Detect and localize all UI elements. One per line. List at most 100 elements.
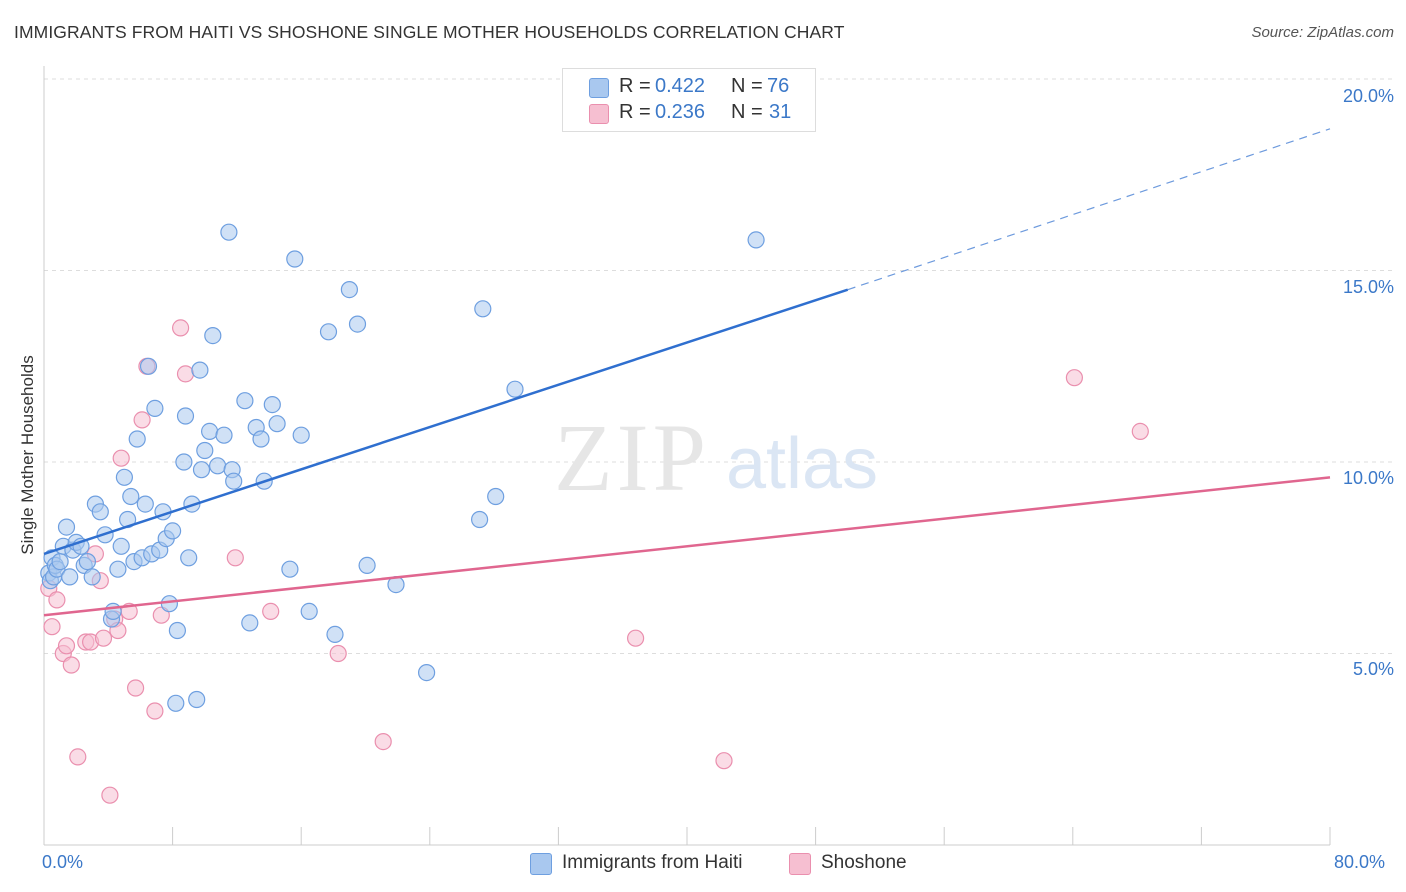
shoshone-point: [62, 656, 80, 674]
haiti-point: [471, 510, 489, 529]
shoshone-point: [94, 629, 113, 647]
legend-item-haiti: Immigrants from Haiti: [530, 850, 770, 878]
haiti-point: [146, 399, 164, 417]
haiti-point: [209, 457, 227, 475]
shoshone-trend-line: [43, 476, 1331, 617]
shoshone-point: [329, 644, 347, 663]
shoshone-point: [226, 549, 244, 567]
haiti-swatch: [589, 78, 609, 98]
chart-title: IMMIGRANTS FROM HAITI VS SHOSHONE SINGLE…: [14, 22, 845, 42]
haiti-point: [348, 315, 367, 333]
y-tick-5: 5.0%: [1352, 659, 1394, 679]
haiti-point: [300, 602, 318, 621]
haiti-point: [326, 625, 344, 644]
haiti-point: [109, 560, 127, 578]
haiti-point: [61, 568, 79, 586]
y-tick-15: 15.0%: [1342, 277, 1394, 297]
watermark-atlas: atlas: [726, 424, 878, 504]
haiti-point: [292, 426, 310, 444]
haiti-point: [286, 250, 304, 268]
shoshone-n-value: 31: [769, 101, 792, 123]
haiti-point: [167, 694, 185, 712]
haiti-point: [236, 392, 254, 410]
shoshone-legend-label: Shoshone: [821, 852, 907, 873]
shoshone-n-label: N =: [731, 101, 763, 123]
haiti-point: [319, 323, 338, 341]
haiti-point: [51, 552, 69, 571]
haiti-point: [196, 441, 214, 460]
shoshone-point: [43, 618, 61, 636]
haiti-point: [104, 602, 122, 621]
x-tick-min: 0.0%: [42, 852, 84, 872]
y-tick-10: 10.0%: [1342, 468, 1394, 488]
haiti-point: [474, 300, 492, 318]
haiti-point: [139, 357, 158, 375]
haiti-point: [192, 461, 211, 479]
haiti-legend-label: Immigrants from Haiti: [562, 852, 743, 873]
haiti-point: [164, 522, 182, 540]
haiti-point: [128, 430, 146, 448]
shoshone-swatch: [589, 104, 609, 124]
shoshone-point: [176, 365, 195, 383]
shoshone-point: [69, 748, 87, 766]
shoshone-point: [48, 591, 66, 609]
haiti-point: [281, 560, 299, 578]
haiti-point: [83, 568, 101, 586]
correlation-legend: R = 0.422 N = 76 R = 0.236 N = 31: [562, 68, 816, 132]
haiti-point: [168, 621, 186, 640]
haiti-point: [487, 487, 505, 506]
source-label: Source: ZipAtlas.com: [1251, 24, 1394, 41]
haiti-point: [115, 468, 134, 486]
haiti-point: [252, 430, 270, 448]
x-tick-max: 80.0%: [1334, 852, 1386, 872]
haiti-point: [176, 407, 195, 425]
haiti-point: [340, 281, 358, 299]
watermark-zip: ZIP: [554, 404, 710, 511]
haiti-point: [358, 556, 376, 575]
haiti-r-value: 0.422: [655, 75, 706, 97]
haiti-point: [57, 518, 76, 536]
shoshone-r-label: R =: [619, 101, 651, 123]
haiti-point: [112, 537, 130, 555]
haiti-r-label: R =: [619, 75, 651, 97]
shoshone-point: [127, 679, 145, 697]
shoshone-point: [172, 319, 190, 337]
shoshone-point: [715, 752, 733, 770]
haiti-point: [188, 690, 206, 709]
haiti-trend-line: [43, 288, 849, 556]
haiti-point: [180, 549, 198, 567]
haiti-points: [40, 223, 765, 712]
haiti-point: [241, 614, 259, 632]
haiti-trend-extension: [847, 128, 1331, 291]
shoshone-point: [374, 732, 392, 751]
shoshone-point: [1065, 369, 1084, 387]
shoshone-point: [262, 602, 280, 621]
haiti-n-label: N =: [731, 75, 763, 97]
haiti-point: [506, 380, 524, 398]
haiti-legend-swatch: [530, 853, 552, 875]
haiti-n-value: 76: [767, 75, 790, 97]
haiti-point: [215, 426, 233, 444]
haiti-point: [175, 453, 193, 471]
shoshone-point: [133, 411, 151, 429]
shoshone-r-value: 0.236: [655, 101, 706, 123]
haiti-point: [191, 361, 209, 379]
haiti-point: [204, 327, 222, 345]
shoshone-legend-swatch: [789, 853, 811, 875]
haiti-point: [122, 487, 140, 506]
haiti-point: [136, 495, 154, 513]
shoshone-point: [146, 702, 164, 720]
haiti-point: [225, 472, 243, 490]
shoshone-point: [101, 786, 119, 804]
haiti-point: [220, 223, 238, 241]
watermark: ZIP atlas: [554, 404, 878, 511]
haiti-point: [747, 231, 765, 249]
y-tick-20: 20.0%: [1342, 86, 1394, 106]
gridlines: [44, 78, 1395, 654]
trend-lines: [43, 128, 1331, 617]
shoshone-point: [626, 629, 645, 647]
shoshone-point: [112, 449, 130, 467]
haiti-point: [418, 663, 436, 682]
haiti-point: [91, 503, 109, 521]
shoshone-point: [57, 637, 76, 655]
